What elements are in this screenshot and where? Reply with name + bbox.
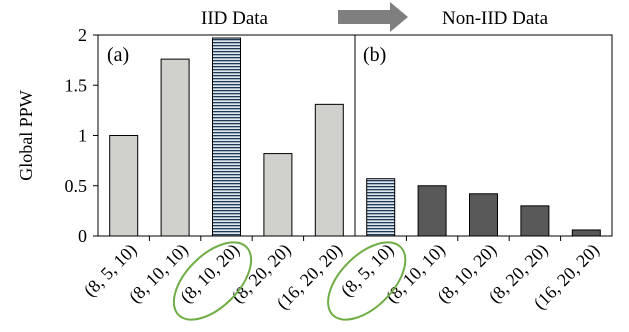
y-tick-label: 1 (78, 126, 87, 146)
highlight-ellipse (327, 241, 407, 321)
bar (212, 37, 241, 237)
bar (520, 205, 550, 237)
bar (314, 103, 344, 237)
highlight-ellipse (172, 241, 253, 321)
y-tick-label: 1.5 (65, 75, 88, 95)
section-title-iid: IID Data (201, 8, 269, 29)
y-axis-label: Global PPW (16, 90, 36, 181)
panel-label-a: (a) (107, 44, 129, 66)
arrow-icon (338, 2, 408, 32)
bar (366, 178, 396, 237)
panel-label-b: (b) (363, 44, 386, 66)
bar (469, 193, 498, 237)
bar (417, 185, 447, 237)
bar (571, 229, 601, 237)
bar (160, 58, 190, 237)
y-tick-label: 0.5 (65, 176, 88, 196)
section-title-non-iid: Non-IID Data (442, 8, 549, 29)
y-tick-label: 2 (78, 25, 87, 45)
bar (109, 135, 139, 237)
bar (263, 153, 293, 237)
y-tick-label: 0 (78, 226, 87, 246)
